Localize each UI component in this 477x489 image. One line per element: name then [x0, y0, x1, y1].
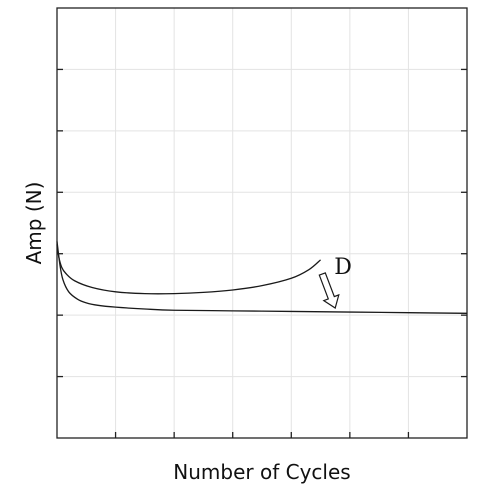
x-axis-label: Number of Cycles — [173, 460, 350, 484]
series-line-2 — [56, 241, 468, 314]
annotations: D — [318, 255, 352, 309]
annotation-arrow — [318, 272, 340, 309]
annotation-label: D — [334, 255, 352, 280]
y-axis-label: Amp (N) — [22, 182, 46, 265]
series-line-1 — [56, 244, 321, 295]
plot-frame — [56, 7, 468, 439]
axis-ticks — [57, 68, 467, 438]
series-group — [56, 241, 468, 314]
grid-lines — [57, 8, 467, 438]
